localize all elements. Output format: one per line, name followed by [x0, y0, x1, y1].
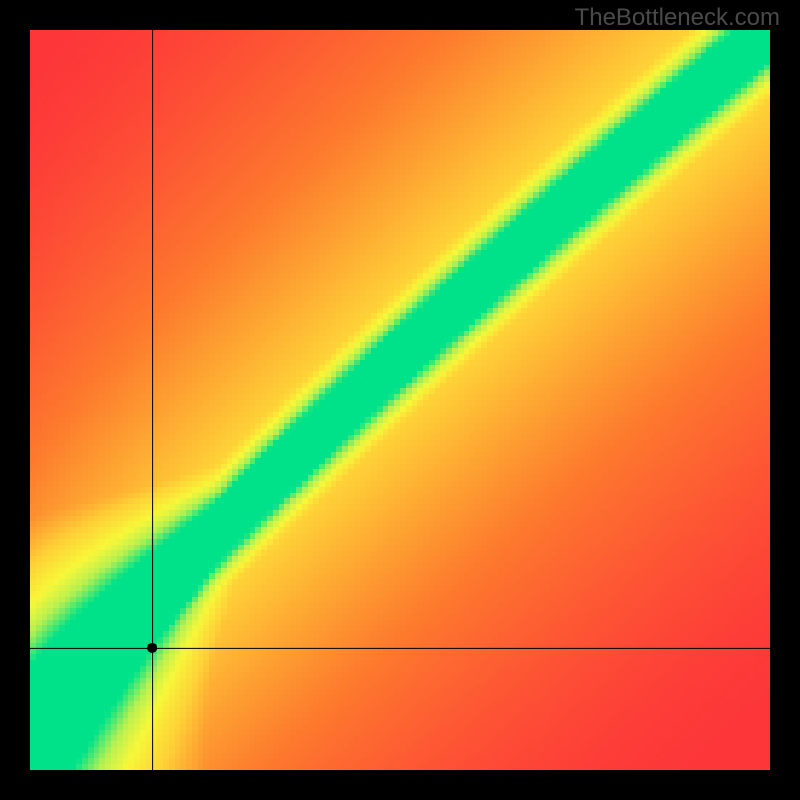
bottleneck-heatmap-canvas [0, 0, 800, 800]
watermark-text: TheBottleneck.com [575, 4, 780, 32]
chart-container: TheBottleneck.com [0, 0, 800, 800]
